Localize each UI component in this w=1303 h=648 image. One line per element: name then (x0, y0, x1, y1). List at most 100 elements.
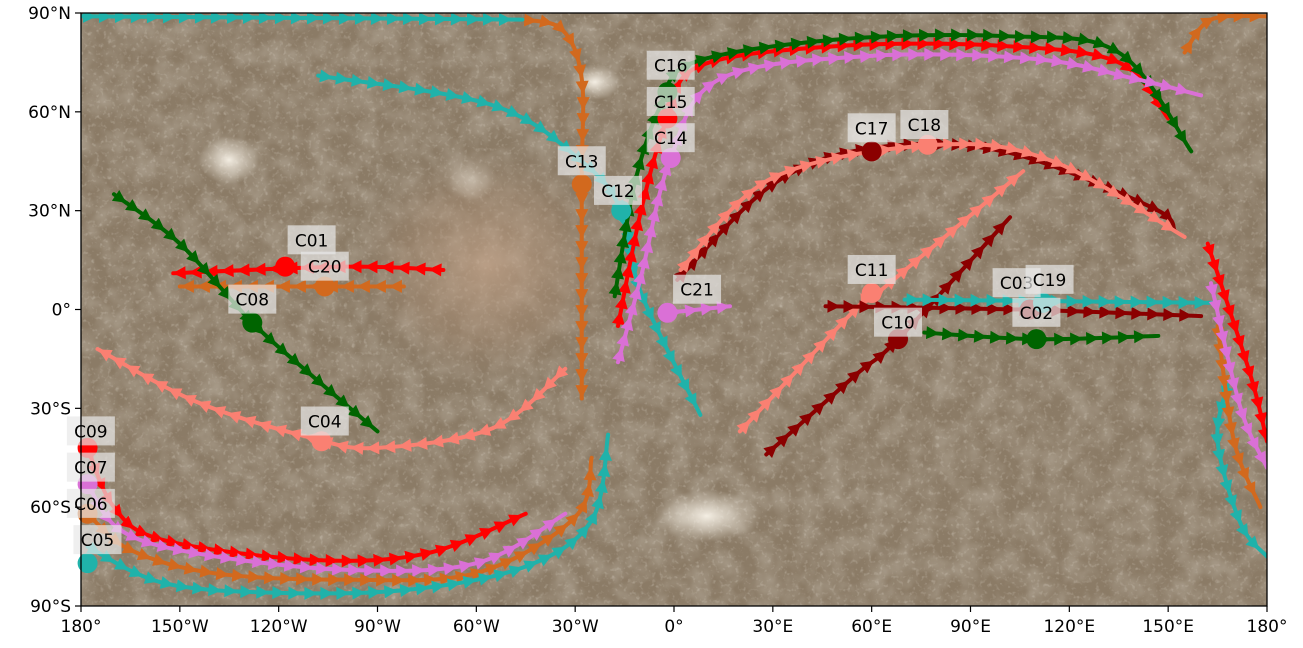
direction-arrow (647, 207, 660, 223)
direction-arrow (414, 82, 429, 96)
direction-arrow (128, 565, 144, 577)
direction-arrow (382, 78, 397, 92)
direction-arrow (236, 263, 250, 277)
direction-arrow (1200, 17, 1215, 30)
direction-arrow (939, 301, 953, 315)
direction-arrow (799, 412, 814, 427)
direction-arrow (775, 433, 790, 448)
direction-arrow (707, 221, 721, 236)
direction-arrow (787, 423, 802, 437)
direction-arrow (970, 293, 984, 307)
flyby-label: C06 (74, 495, 108, 515)
direction-arrow (908, 47, 922, 61)
direction-arrow (220, 264, 234, 278)
closest-approach-c20 (314, 276, 335, 297)
direction-arrow (941, 327, 956, 341)
direction-arrow (959, 137, 973, 151)
direction-arrow (1119, 59, 1134, 72)
label-box (557, 146, 606, 176)
direction-arrow (529, 528, 544, 541)
direction-arrow (398, 80, 413, 94)
direction-arrow (701, 80, 717, 94)
direction-arrow (1050, 155, 1065, 168)
direction-arrow (99, 549, 115, 563)
label-c06: C06 (66, 488, 115, 518)
direction-arrow (443, 562, 458, 576)
closest-approach-c12 (611, 200, 632, 221)
direction-arrow (1020, 145, 1036, 158)
direction-arrow (247, 570, 262, 584)
direction-arrow (972, 48, 986, 62)
direction-arrow (523, 13, 538, 27)
direction-arrow (575, 498, 588, 514)
direction-arrow (1226, 377, 1240, 392)
direction-arrow (508, 565, 523, 578)
direction-arrow (506, 408, 521, 422)
label-box (300, 406, 349, 436)
direction-arrow (643, 223, 657, 238)
direction-arrow (1215, 358, 1229, 373)
direction-arrow (431, 580, 446, 594)
direction-arrow (790, 37, 805, 51)
direction-arrow (210, 13, 224, 24)
label-c01: C01 (287, 225, 336, 255)
direction-arrow (981, 38, 995, 52)
direction-arrow (429, 434, 444, 448)
direction-arrow (220, 550, 234, 564)
direction-arrow (552, 19, 567, 34)
direction-arrow (940, 47, 954, 61)
direction-arrow (182, 394, 197, 407)
closest-approach-c11 (861, 283, 882, 304)
direction-arrow (252, 262, 266, 276)
direction-arrow (352, 586, 366, 600)
direction-arrow (876, 49, 890, 63)
direction-arrow (261, 549, 275, 563)
direction-arrow (152, 553, 167, 566)
direction-arrow (335, 394, 350, 408)
direction-arrow (382, 440, 396, 454)
direction-arrow (1070, 332, 1084, 346)
direction-arrow (920, 245, 935, 260)
direction-arrow (982, 28, 997, 42)
direction-arrow (1002, 294, 1016, 308)
direction-arrow (411, 564, 426, 578)
direction-arrow (595, 479, 608, 494)
direction-arrow (1097, 63, 1112, 77)
label-c15: C15 (646, 86, 695, 116)
direction-arrow (780, 373, 794, 388)
direction-arrow (434, 544, 450, 558)
direction-arrow (1119, 50, 1134, 65)
direction-arrow (1117, 330, 1132, 344)
direction-arrow (575, 289, 589, 303)
closest-approach-c02 (1026, 329, 1047, 350)
direction-arrow (1227, 319, 1240, 334)
direction-arrow (1212, 417, 1226, 432)
direction-arrow (1130, 295, 1144, 309)
flyby-label: C08 (236, 291, 270, 311)
direction-arrow (554, 365, 569, 380)
y-tick-label: 30°S (30, 399, 71, 419)
direction-arrow (1246, 380, 1259, 396)
flyby-label: C02 (1020, 304, 1054, 324)
direction-arrow (974, 137, 989, 151)
direction-arrow (380, 260, 394, 274)
direction-arrow (910, 140, 925, 154)
direction-arrow (769, 385, 783, 400)
direction-arrow (359, 415, 375, 429)
direction-arrow (636, 140, 649, 156)
longitude-axis: 180° 150°W 120°W 90°W 60°W 30°W 0° 30°E 60°E 90°E… (61, 606, 1287, 637)
label-c16: C16 (646, 50, 695, 80)
closest-approach-c13 (571, 174, 592, 195)
direction-arrow (689, 90, 704, 105)
direction-arrow (186, 250, 200, 265)
direction-arrow (824, 327, 838, 342)
direction-arrow (575, 209, 589, 223)
direction-arrow (1227, 437, 1240, 452)
flyby-label: C12 (601, 182, 635, 202)
flyby-label: C19 (1033, 271, 1067, 291)
direction-arrow (630, 217, 644, 232)
direction-arrow (1210, 433, 1224, 447)
direction-arrow (716, 301, 731, 314)
direction-arrow (747, 408, 762, 423)
direction-arrow (311, 373, 326, 388)
